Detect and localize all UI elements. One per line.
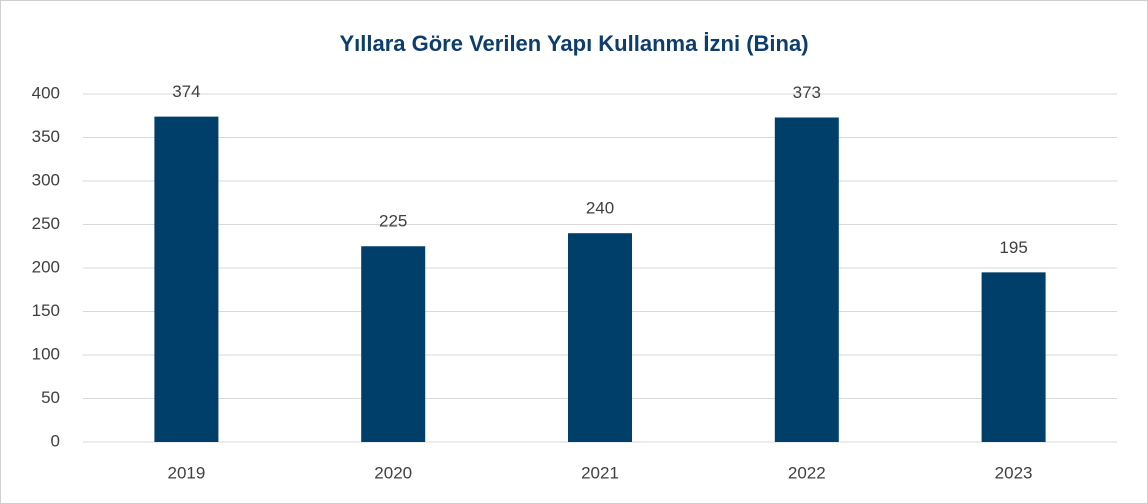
y-tick-label: 50 [41,388,60,407]
bar [154,116,219,443]
x-tick-label: 2023 [995,463,1033,482]
y-tick-label: 250 [32,214,60,233]
y-tick-label: 200 [32,257,60,276]
y-tick-label: 400 [32,83,60,102]
value-label: 374 [172,82,200,101]
y-tick-label: 100 [32,344,60,363]
bar [774,117,839,443]
bar [981,272,1046,442]
x-tick-label: 2020 [374,463,412,482]
value-label: 195 [999,238,1027,257]
y-tick-label: 0 [51,431,60,450]
y-tick-label: 300 [32,170,60,189]
chart-title: Yıllara Göre Verilen Yapı Kullanma İzni … [339,31,808,56]
x-tick-label: 2019 [167,463,205,482]
value-label: 225 [379,212,407,231]
x-tick-label: 2022 [788,463,826,482]
value-label: 240 [586,199,614,218]
bar [361,246,426,442]
y-tick-label: 350 [32,127,60,146]
x-tick-label: 2021 [581,463,619,482]
bar [568,233,632,442]
y-tick-label: 150 [32,301,60,320]
value-label: 373 [793,83,821,102]
